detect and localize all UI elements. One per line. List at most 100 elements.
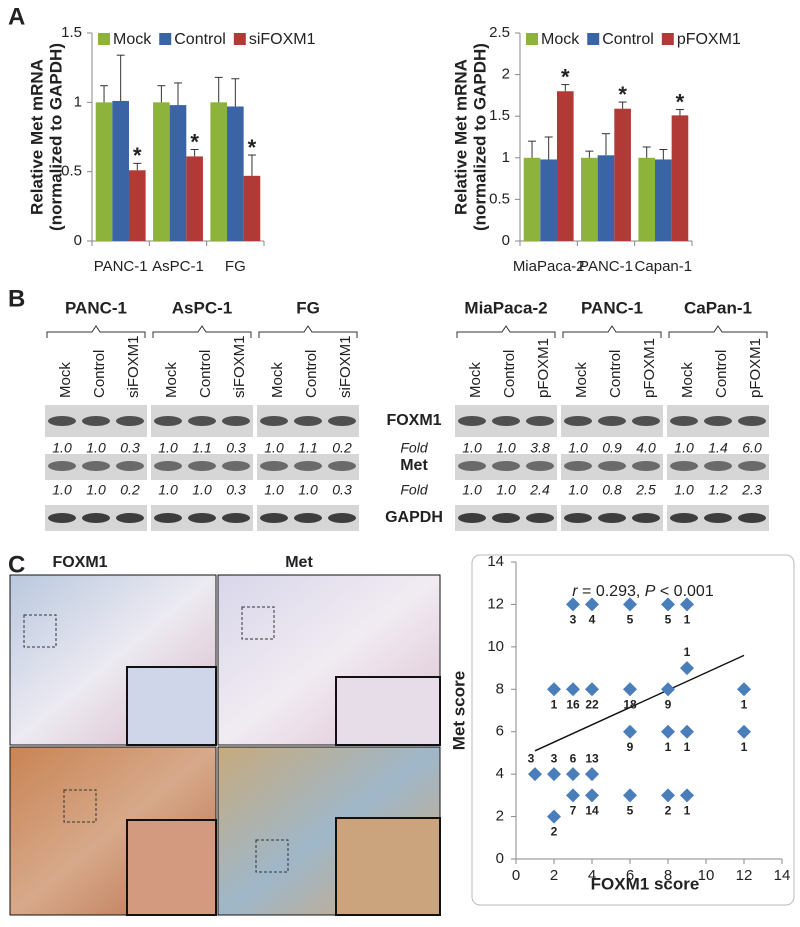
y-tick-label: 0 <box>496 850 504 867</box>
fold-value: 0.8 <box>602 482 622 498</box>
y-tick-label: 0 <box>502 232 510 249</box>
bar <box>614 108 631 241</box>
blot-band <box>526 513 554 523</box>
bar <box>227 106 244 241</box>
image-header: FOXM1 <box>52 554 107 571</box>
y-axis-title: Met score <box>449 671 468 750</box>
data-point <box>585 788 599 803</box>
data-point <box>566 788 580 803</box>
fold-value: 1.1 <box>192 440 211 456</box>
fold-value: 1.0 <box>462 482 482 498</box>
blot-band <box>704 416 732 426</box>
error-bar <box>214 76 223 103</box>
fold-value: 1.0 <box>298 482 318 498</box>
data-point <box>547 809 561 824</box>
data-point <box>680 661 694 676</box>
blot-band <box>328 513 356 523</box>
error-bar <box>100 85 109 103</box>
x-tick-label: FG <box>225 258 246 275</box>
legend-swatch <box>233 33 246 45</box>
bar <box>95 102 113 241</box>
error-bar <box>602 133 610 156</box>
legend-swatch <box>159 33 172 45</box>
fold-value: 1.0 <box>568 482 588 498</box>
fold-value: 1.2 <box>708 482 728 498</box>
significance-mark: * <box>676 89 685 114</box>
blot-band <box>154 416 182 426</box>
point-count-label: 3 <box>528 751 535 765</box>
data-point <box>737 724 751 739</box>
point-count-label: 1 <box>684 804 691 818</box>
point-count-label: 1 <box>684 613 691 627</box>
blot-band <box>670 513 698 523</box>
blot-band <box>116 513 144 523</box>
fold-value: 4.0 <box>636 440 656 456</box>
blot-band <box>598 416 626 426</box>
data-point <box>566 767 580 782</box>
fold-value: 1.4 <box>708 440 728 456</box>
point-count-label: 1 <box>551 697 558 711</box>
lane-label: pFOXM1 <box>747 338 764 398</box>
blot-band <box>188 416 216 426</box>
lane-label: pFOXM1 <box>535 338 552 398</box>
error-bar <box>190 148 199 157</box>
fold-value: 1.0 <box>264 440 284 456</box>
inset-marker <box>23 614 57 648</box>
significance-mark: * <box>190 129 199 154</box>
error-bar <box>675 109 684 116</box>
y-tick-label: 1.5 <box>489 107 510 124</box>
y-tick-label: 2.5 <box>489 24 510 41</box>
blot-band <box>188 513 216 523</box>
bar <box>540 159 557 241</box>
cell-line-label: FG <box>296 298 320 317</box>
fold-value: 1.0 <box>674 482 694 498</box>
fold-value: 2.3 <box>741 482 762 498</box>
bracket <box>456 325 556 338</box>
error-bar <box>174 82 182 106</box>
trend-line <box>534 654 745 752</box>
y-tick-label: 10 <box>487 638 504 655</box>
point-count-label: 6 <box>570 751 577 765</box>
bar <box>128 170 146 241</box>
bar <box>638 157 656 241</box>
x-tick-label: 12 <box>736 867 753 884</box>
panel-label: B <box>8 285 25 312</box>
error-bar <box>247 154 256 176</box>
point-count-label: 9 <box>627 740 634 754</box>
data-point <box>585 597 599 612</box>
panel-label: C <box>8 551 25 578</box>
blot-band <box>738 461 766 471</box>
annotation-part: = 0.293, <box>578 583 645 600</box>
panel-label: A <box>8 3 25 30</box>
row-label: GAPDH <box>385 509 443 526</box>
blot-band <box>294 416 322 426</box>
blot-band <box>738 416 766 426</box>
error-bar <box>133 162 142 171</box>
significance-mark: * <box>618 82 627 107</box>
y-tick-label: 4 <box>496 765 504 782</box>
x-tick-label: 8 <box>664 867 672 884</box>
fold-value: 1.0 <box>158 482 178 498</box>
point-count-label: 9 <box>665 697 672 711</box>
blot-band <box>82 513 110 523</box>
bar <box>655 159 672 241</box>
point-count-label: 16 <box>566 697 580 711</box>
y-tick-label: 0 <box>74 232 82 249</box>
point-count-label: 7 <box>570 804 577 818</box>
fold-value: 0.3 <box>332 482 352 498</box>
fold-value: 1.0 <box>264 482 284 498</box>
bar <box>671 115 689 241</box>
fold-value: 2.4 <box>529 482 550 498</box>
fold-value: 1.0 <box>52 482 72 498</box>
x-tick-label: PANC-1 <box>94 258 148 275</box>
x-tick-label: 0 <box>512 867 520 884</box>
blot-band <box>260 513 288 523</box>
lane-label: Mock <box>679 362 696 398</box>
blot-band <box>704 461 732 471</box>
bar <box>153 102 170 241</box>
bar <box>112 100 129 242</box>
scatter-frame <box>471 554 795 906</box>
lane-label: Mock <box>163 362 180 398</box>
lane-label: Mock <box>573 362 590 398</box>
cell-line-label: PANC-1 <box>581 298 643 317</box>
